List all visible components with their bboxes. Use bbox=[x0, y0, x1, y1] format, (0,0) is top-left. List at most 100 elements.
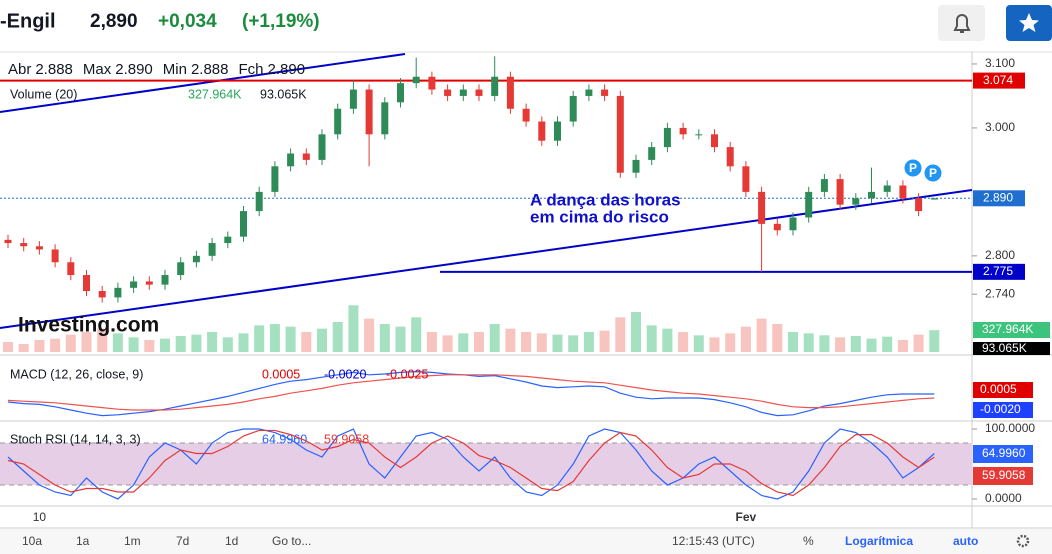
candle-body bbox=[506, 76, 514, 109]
ohlc-value: 2.888 bbox=[35, 61, 73, 78]
stoch-axis-bg bbox=[973, 467, 1033, 485]
volume-bar bbox=[474, 332, 484, 352]
toolbar-goto[interactable]: Go to... bbox=[272, 534, 311, 548]
volume-bar bbox=[662, 328, 673, 352]
volume-bar bbox=[866, 338, 877, 352]
toolbar-percent[interactable]: % bbox=[803, 534, 814, 548]
stoch-legend-value: 59.9058 bbox=[324, 432, 369, 446]
y-tick-label: 0.0000 bbox=[985, 491, 1022, 505]
volume-axis-bg bbox=[973, 342, 1050, 355]
candle-body bbox=[98, 291, 106, 298]
event-marker-label: P bbox=[909, 161, 917, 175]
candle-body bbox=[522, 108, 530, 122]
volume-bar bbox=[3, 342, 13, 352]
candle-body bbox=[679, 127, 687, 135]
volume-bar bbox=[411, 317, 422, 352]
volume-bar bbox=[913, 334, 924, 352]
candle-body bbox=[20, 243, 28, 247]
candle-body bbox=[695, 134, 703, 136]
volume-bar bbox=[395, 326, 406, 352]
candle-body bbox=[915, 198, 923, 212]
volume-bar bbox=[207, 332, 218, 352]
bell-icon bbox=[953, 14, 971, 33]
toolbar-auto[interactable]: auto bbox=[953, 534, 978, 548]
y-tick-label: 100.0000 bbox=[985, 421, 1035, 435]
star-icon bbox=[1019, 13, 1039, 32]
candle-body bbox=[412, 76, 420, 84]
macd-legend-value: 0.0005 bbox=[262, 367, 300, 381]
volume-bar bbox=[285, 326, 296, 352]
candle-body bbox=[711, 134, 718, 148]
event-marker-label: P bbox=[929, 166, 937, 180]
level-label-bg bbox=[973, 263, 1025, 280]
alert-button[interactable] bbox=[938, 5, 985, 41]
volume-bar bbox=[426, 332, 437, 352]
settings-icon[interactable] bbox=[1016, 534, 1030, 548]
candle-body bbox=[35, 246, 43, 250]
volume-bar bbox=[238, 333, 249, 352]
candle-body bbox=[208, 243, 216, 256]
candle-body bbox=[789, 217, 797, 231]
range-button[interactable]: 10a bbox=[22, 534, 42, 548]
ohlc-value: 2.888 bbox=[191, 61, 229, 78]
x-tick-label: Fev bbox=[736, 510, 757, 524]
volume-bar bbox=[583, 332, 594, 352]
candle-body bbox=[726, 147, 734, 167]
volume-bar bbox=[175, 336, 186, 352]
volume-bar bbox=[34, 340, 45, 352]
candle-body bbox=[177, 262, 185, 276]
range-button[interactable]: 1m bbox=[124, 534, 141, 548]
candle-body bbox=[67, 262, 75, 276]
level-label: 2.890 bbox=[983, 190, 1013, 204]
volume-bar bbox=[317, 328, 327, 352]
volume-bar bbox=[882, 336, 893, 352]
volume-bar bbox=[756, 318, 767, 352]
volume-bar bbox=[536, 333, 547, 352]
volume-legend-value: 327.964K bbox=[188, 87, 242, 101]
volume-bar bbox=[725, 333, 736, 352]
range-button[interactable]: 7d bbox=[176, 534, 189, 548]
candle-body bbox=[224, 236, 232, 244]
volume-bar bbox=[521, 332, 532, 352]
level-label: 3.074 bbox=[983, 73, 1013, 87]
candle-body bbox=[648, 147, 656, 160]
volume-bar bbox=[379, 324, 390, 352]
candle-body bbox=[773, 223, 781, 231]
symbol: -Engil bbox=[0, 10, 56, 32]
ohlc-value: 2.890 bbox=[115, 61, 153, 78]
macd-line bbox=[7, 374, 935, 411]
stoch-line bbox=[7, 429, 935, 497]
candle-body bbox=[130, 281, 138, 288]
candle-body bbox=[240, 211, 247, 237]
y-tick-label: 3.000 bbox=[985, 120, 1015, 134]
candle-body bbox=[287, 153, 295, 167]
annotation: em cima do risco bbox=[530, 207, 669, 226]
volume-bar bbox=[631, 312, 641, 352]
range-button[interactable]: 1a bbox=[76, 534, 90, 548]
volume-bar bbox=[97, 328, 108, 352]
candle-body bbox=[742, 166, 750, 192]
candle-body bbox=[475, 89, 483, 96]
trendline bbox=[0, 53, 406, 113]
range-button[interactable]: 1d bbox=[225, 534, 238, 548]
y-tick-label: 3.100 bbox=[985, 56, 1015, 70]
change-pct: (+1,19%) bbox=[242, 11, 320, 32]
macd-axis-bg bbox=[973, 402, 1033, 418]
volume-bar bbox=[678, 332, 689, 352]
candle-body bbox=[365, 89, 373, 135]
candle-body bbox=[883, 185, 891, 192]
volume-bar bbox=[709, 337, 720, 352]
volume-bar bbox=[191, 334, 202, 352]
candle-body bbox=[836, 179, 844, 205]
candle-body bbox=[334, 108, 342, 135]
event-marker bbox=[923, 163, 943, 183]
ohlc-value: 2.890 bbox=[268, 61, 306, 78]
stoch-axis-bg bbox=[973, 445, 1033, 463]
volume-bar bbox=[254, 325, 265, 352]
volume-bar bbox=[740, 326, 751, 352]
candle-body bbox=[428, 76, 436, 90]
candle-body bbox=[302, 153, 310, 160]
candle-body bbox=[51, 249, 59, 263]
toolbar-log[interactable]: Logarítmica bbox=[845, 534, 913, 548]
level-label-bg bbox=[973, 190, 1025, 207]
